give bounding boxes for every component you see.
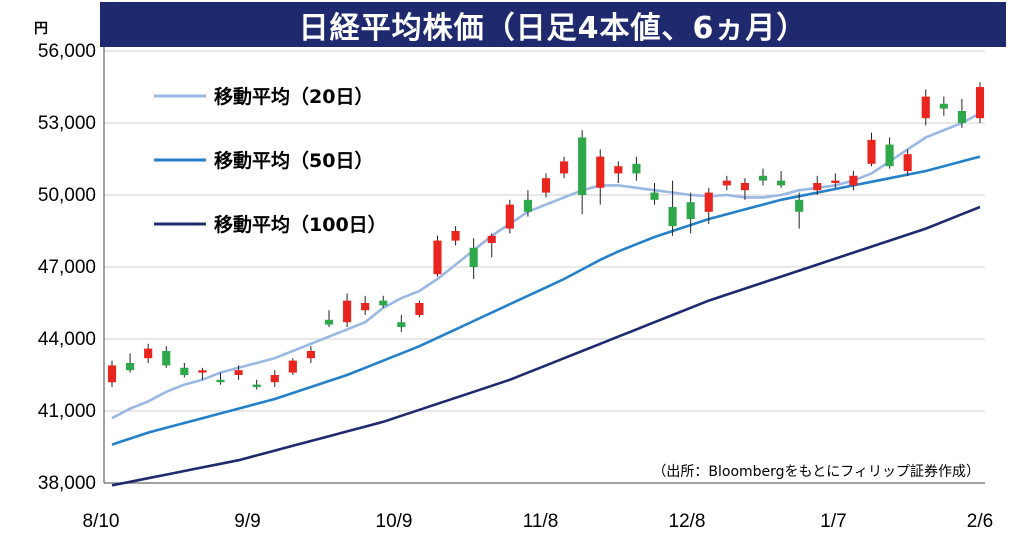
legend-label: 移動平均（100日） — [214, 213, 387, 236]
x-tick-label: 9/9 — [234, 511, 260, 532]
y-axis-unit: 円 — [34, 21, 48, 37]
candle-body — [939, 103, 948, 109]
candle-body — [523, 199, 532, 212]
candle-body — [758, 175, 768, 181]
y-tick-label: 44,000 — [38, 329, 96, 350]
candle-body — [614, 166, 623, 174]
candle-body — [361, 303, 370, 311]
candle-body — [885, 144, 894, 167]
y-tick-label: 50,000 — [38, 185, 96, 206]
source-note: （出所：Bloombergをもとにフィリップ証券作成） — [652, 464, 980, 480]
candle-body — [541, 178, 551, 193]
candle-body — [379, 300, 388, 306]
x-tick-label: 2/6 — [967, 511, 993, 532]
candle-body — [288, 360, 297, 373]
candle-body — [252, 384, 261, 387]
candle-body — [686, 202, 695, 219]
candle-body — [704, 192, 713, 212]
candle-body — [180, 367, 189, 375]
candle-body — [397, 322, 406, 327]
candle-body — [144, 348, 153, 359]
candle-body — [596, 156, 605, 188]
candle-body — [433, 240, 442, 275]
candle-body — [578, 137, 587, 195]
legend-label: 移動平均（50日） — [214, 149, 373, 172]
candle-body — [216, 379, 225, 383]
candle-body — [324, 319, 334, 325]
x-tick-label: 12/8 — [669, 511, 706, 532]
candle-body — [451, 231, 460, 241]
candle-body — [270, 375, 279, 383]
candle-body — [505, 204, 514, 229]
candle-body — [234, 370, 243, 375]
candle-body — [740, 183, 749, 191]
candle-body — [903, 154, 912, 171]
candle-body — [560, 161, 569, 174]
candle-body — [306, 351, 315, 359]
candle-body — [921, 96, 930, 119]
candle-body — [126, 363, 135, 371]
candle-body — [831, 180, 840, 183]
candle-body — [650, 192, 659, 200]
candle-body — [162, 351, 171, 366]
candle-body — [975, 87, 985, 119]
candle-body — [469, 247, 478, 267]
x-tick-label: 10/9 — [376, 511, 413, 532]
x-tick-label: 11/8 — [523, 511, 559, 532]
candle-body — [632, 163, 641, 174]
y-tick-label: 56,000 — [38, 41, 96, 62]
candle-body — [343, 300, 352, 323]
candle-body — [957, 111, 966, 123]
candle-body — [867, 139, 876, 164]
y-tick-label: 41,000 — [38, 401, 96, 422]
candle-body — [849, 175, 858, 186]
chart-title: 日経平均株価（日足4本値、6ヵ月） — [100, 2, 1006, 47]
candle-body — [198, 370, 207, 373]
ma-line-2 — [111, 205, 981, 487]
candle-body — [668, 207, 677, 227]
candle-body — [487, 235, 496, 243]
candle-body — [813, 183, 822, 191]
candle-body — [107, 365, 117, 383]
candle-body — [795, 199, 804, 212]
candle-body — [722, 180, 731, 186]
x-tick-label: 8/10 — [83, 511, 120, 532]
x-tick-label: 1/7 — [820, 511, 846, 532]
ma-line-1 — [111, 155, 981, 446]
candle-body — [415, 303, 424, 315]
legend-label: 移動平均（20日） — [214, 85, 373, 108]
y-tick-label: 47,000 — [38, 257, 96, 278]
y-tick-label: 53,000 — [38, 113, 96, 134]
candle-body — [777, 180, 786, 186]
y-tick-label: 38,000 — [38, 473, 96, 494]
